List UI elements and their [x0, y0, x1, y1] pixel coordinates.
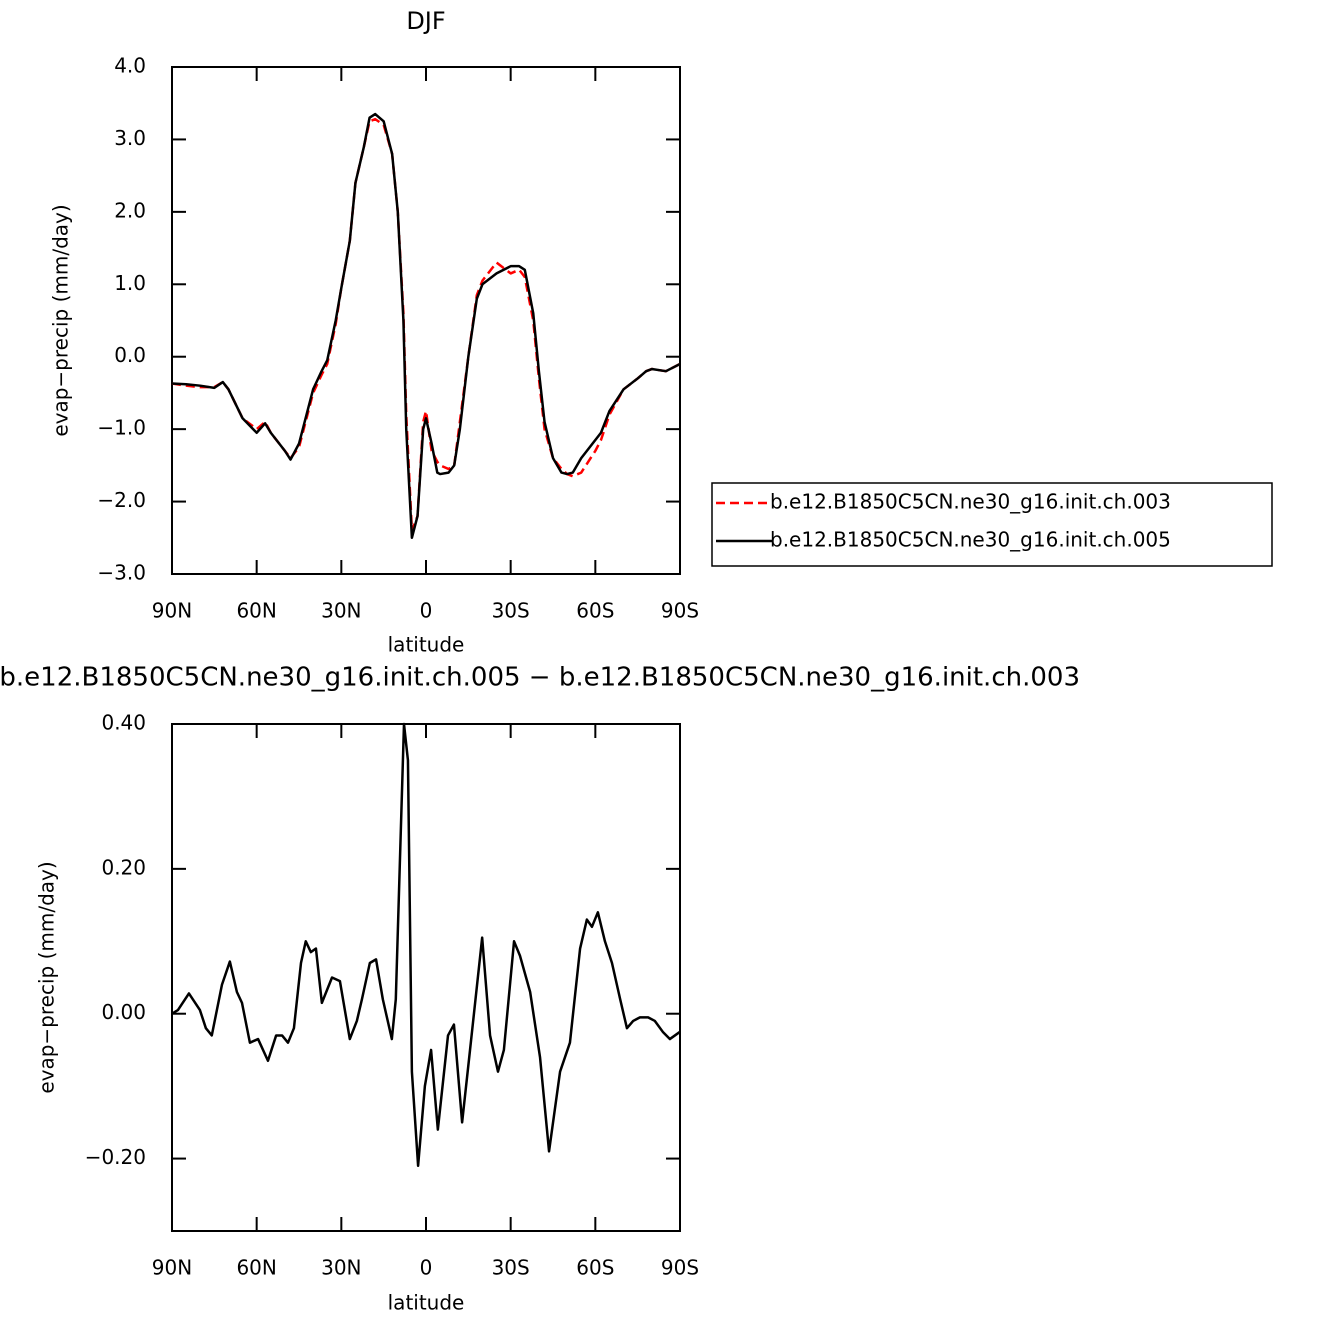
x-tick-label: 30N [321, 1256, 361, 1280]
x-axis-label: latitude [388, 1291, 465, 1315]
x-tick-label: 30S [492, 599, 530, 623]
plot-frame [171, 66, 681, 575]
y-tick-label: 0.20 [101, 855, 146, 879]
x-tick-label: 60S [576, 599, 614, 623]
x-tick-label: 60N [236, 1256, 276, 1280]
y-tick-label: 0.00 [101, 1000, 146, 1024]
x-tick-label: 60S [576, 1256, 614, 1280]
data-line [171, 722, 681, 1168]
y-tick-label: −3.0 [97, 561, 146, 585]
y-tick-label: −0.20 [85, 1145, 146, 1169]
legend-label: b.e12.B1850C5CN.ne30_g16.init.ch.003 [770, 490, 1171, 514]
chart-title: b.e12.B1850C5CN.ne30_g16.init.ch.005 − b… [0, 663, 1080, 693]
x-tick-label: 90N [152, 599, 192, 623]
x-tick-label: 30N [321, 599, 361, 623]
y-tick-label: 2.0 [114, 198, 146, 222]
x-tick-label: 30S [492, 1256, 530, 1280]
plot-frame [171, 723, 681, 1232]
legend-label: b.e12.B1850C5CN.ne30_g16.init.ch.005 [770, 528, 1171, 552]
y-tick-label: 4.0 [114, 54, 146, 78]
x-axis-label: latitude [388, 633, 465, 657]
x-tick-label: 90S [661, 599, 699, 623]
y-tick-label: 3.0 [114, 126, 146, 150]
y-tick-label: −2.0 [97, 488, 146, 512]
chart-title: DJF [406, 7, 445, 35]
x-tick-label: 0 [420, 599, 433, 623]
y-tick-label: 1.0 [114, 271, 146, 295]
y-tick-label: 0.40 [101, 711, 146, 735]
y-axis-label: evap−precip (mm/day) [49, 204, 73, 436]
data-line [171, 117, 681, 532]
legend-box [711, 482, 1273, 567]
y-axis-label: evap−precip (mm/day) [35, 861, 59, 1093]
y-tick-label: 0.0 [114, 343, 146, 367]
y-tick-label: −1.0 [97, 416, 146, 440]
x-tick-label: 90S [661, 1256, 699, 1280]
data-line [171, 112, 681, 540]
x-tick-label: 0 [420, 1256, 433, 1280]
x-tick-label: 60N [236, 599, 276, 623]
x-tick-label: 90N [152, 1256, 192, 1280]
